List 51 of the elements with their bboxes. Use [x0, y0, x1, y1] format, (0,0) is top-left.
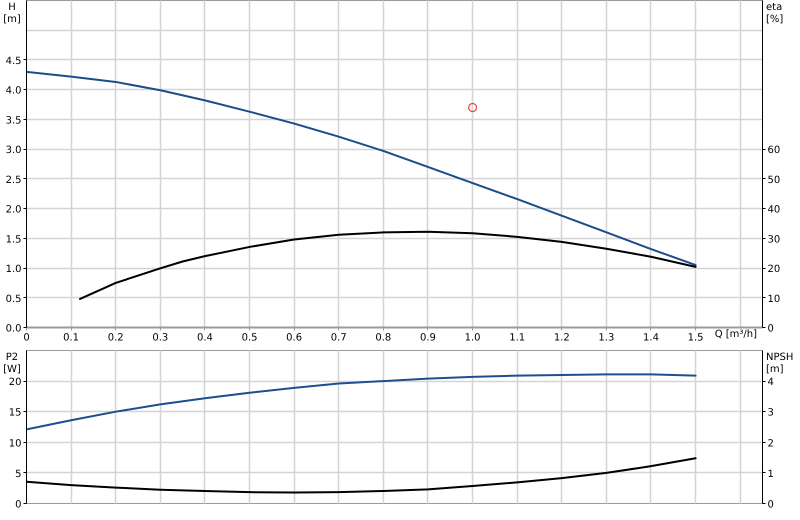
- y-axis-title: H [m]: [3, 2, 21, 25]
- y-tick-label: 2.5: [6, 174, 22, 186]
- y-tick-label: 4.5: [6, 56, 22, 67]
- y-tick-label: 10: [8, 438, 22, 450]
- y2-tick-label: 3: [768, 408, 774, 419]
- x-tick-label: 0.6: [286, 332, 302, 344]
- y-tick-label: 1.0: [6, 264, 22, 276]
- y2-tick-label: 4: [768, 377, 774, 388]
- y2-tick-label: 10: [768, 294, 780, 305]
- y2-tick-label: 60: [768, 145, 780, 156]
- x-tick-label: 0: [23, 332, 30, 344]
- y-tick-label: 15: [8, 408, 22, 419]
- x-tick-label: 1.1: [509, 332, 526, 344]
- y-tick-label: 0: [15, 500, 22, 510]
- line-series: [26, 70, 697, 266]
- x-tick-label: 1.2: [554, 332, 570, 344]
- y-tick-label: 1.5: [6, 234, 22, 246]
- x-tick-label: 0.2: [108, 332, 124, 344]
- y2-tick-label: 2: [768, 438, 774, 450]
- line-series: [26, 373, 697, 430]
- y2-tick-label: 50: [768, 174, 780, 186]
- y-tick-label: 0.5: [6, 294, 22, 305]
- x-tick-label: 0.9: [420, 332, 436, 344]
- y-tick-label: 4.0: [6, 86, 22, 97]
- y-tick-label: 2.0: [6, 204, 22, 216]
- x-axis-title: Q [m³/h]: [714, 329, 757, 340]
- y2-tick-label: 20: [768, 264, 780, 276]
- y-tick-label: 5: [15, 468, 22, 480]
- y-tick-label: 20: [8, 377, 22, 388]
- y2-tick-label: 1: [768, 468, 774, 480]
- y2-axis-title: eta [%]: [766, 2, 784, 25]
- y-axis-title: P2 [W]: [3, 352, 21, 375]
- line-series: [79, 230, 697, 300]
- y2-tick-label: 0: [768, 324, 774, 334]
- y-tick-label: 3.0: [6, 145, 22, 156]
- y2-tick-label: 30: [768, 234, 780, 246]
- x-tick-label: 0.8: [375, 332, 392, 344]
- x-tick-label: 0.7: [330, 332, 347, 344]
- x-tick-label: 0.1: [63, 332, 80, 344]
- x-tick-label: 1.0: [464, 332, 481, 344]
- x-tick-label: 0.3: [152, 332, 168, 344]
- x-tick-label: 1.4: [643, 332, 659, 344]
- y2-tick-label: 40: [768, 204, 780, 216]
- y2-tick-label: 0: [768, 500, 774, 510]
- y2-axis-title: NPSH [m]: [766, 352, 794, 375]
- y-tick-label: 0.0: [6, 324, 22, 334]
- y-tick-label: 3.5: [6, 115, 22, 126]
- x-tick-label: 0.5: [242, 332, 258, 344]
- x-tick-label: 0.4: [196, 332, 213, 344]
- x-tick-label: 1.5: [688, 332, 704, 344]
- x-tick-label: 1.3: [598, 332, 614, 344]
